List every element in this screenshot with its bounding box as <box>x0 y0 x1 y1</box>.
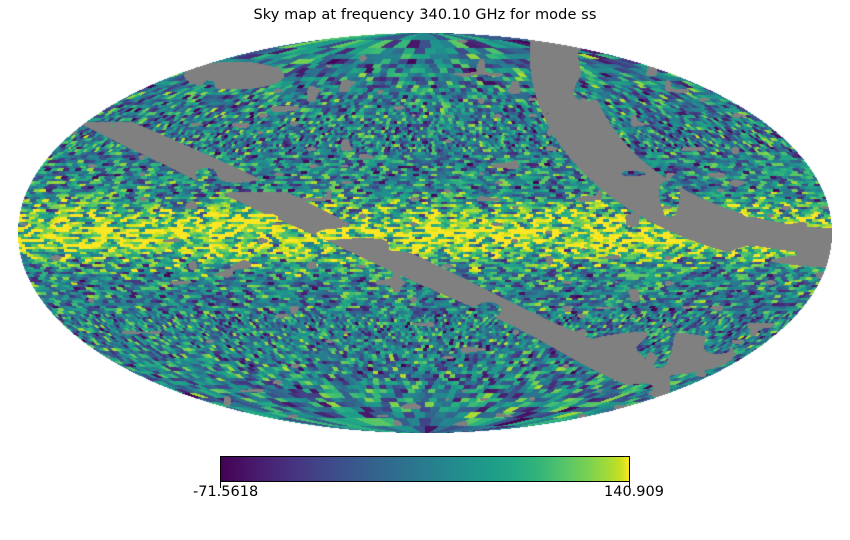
page-title: Sky map at frequency 340.10 GHz for mode… <box>253 7 597 23</box>
colorbar-tick-min <box>220 482 221 488</box>
colorbar-tick-max <box>629 482 630 488</box>
colorbar-min-label: -71.5618 <box>193 484 259 500</box>
sky-map-panel <box>18 33 832 433</box>
sky-map-mollweide-canvas <box>18 33 832 433</box>
colorbar-max-label: 140.909 <box>604 484 664 500</box>
colorbar[interactable] <box>220 456 630 488</box>
colorbar-gradient-bar <box>220 456 630 482</box>
